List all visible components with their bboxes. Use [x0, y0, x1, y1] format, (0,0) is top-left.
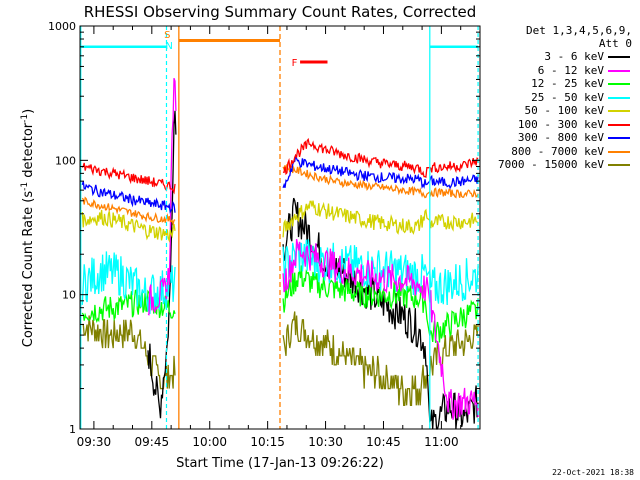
- legend-swatch: [608, 123, 630, 126]
- legend-label: 6 - 12 keV: [537, 63, 604, 77]
- legend-swatch: [608, 56, 630, 58]
- legend-swatch: [608, 69, 630, 72]
- series-line-800-7000-2: [282, 163, 479, 199]
- legend-label: 7000 - 15000 keV: [498, 158, 604, 171]
- legend-item-800-7000: 800 - 7000 keV: [480, 145, 638, 159]
- plot-area: SN F 1 10 100 1000 09:30 09:45 10:00 10:15 10:30 10…: [48, 20, 481, 449]
- legend-swatch: [608, 96, 630, 99]
- y-tick-label: 100: [55, 154, 76, 167]
- series-line-50-100-2: [282, 200, 479, 238]
- series-line-300-800-2: [282, 153, 479, 190]
- legend: Det 1,3,4,5,6,9, Att 0 3 - 6 keV 6 - 12 k…: [480, 24, 638, 172]
- legend-item-100-300: 100 - 300 keV: [480, 118, 638, 132]
- legend-item-3-6: 3 - 6 keV: [480, 50, 638, 64]
- legend-detectors: Det 1,3,4,5,6,9,: [526, 24, 632, 37]
- y-tick-label: 1: [69, 423, 76, 436]
- legend-attenuator: Att 0: [598, 37, 632, 50]
- series-line-12-25-1: [81, 289, 176, 324]
- legend-label: 50 - 100 keV: [524, 104, 604, 117]
- x-axis-label: Start Time (17-Jan-13 09:26:22): [176, 456, 384, 471]
- x-tick-label: 10:15: [250, 435, 285, 449]
- legend-item-12-25: 12 - 25 keV: [480, 77, 638, 91]
- legend-item-25-50: 25 - 50 keV: [480, 91, 638, 105]
- x-tick-label: 09:30: [77, 435, 112, 449]
- series-line-7000-15000-1: [82, 315, 176, 390]
- x-tick-label: 11:00: [424, 435, 459, 449]
- legend-label: 800 - 7000 keV: [511, 144, 604, 158]
- x-tick-label: 10:00: [192, 435, 227, 449]
- legend-item-50-100: 50 - 100 keV: [480, 104, 638, 118]
- f-marker: F: [292, 58, 298, 69]
- legend-swatch: [608, 137, 630, 139]
- y-axis-label: Corrected Count Rate (s-1 detector-1): [20, 109, 36, 347]
- n-marker: N: [165, 41, 172, 52]
- y-tick-label: 10: [62, 289, 76, 302]
- legend-label: 3 - 6 keV: [544, 50, 604, 63]
- x-tick-label: 09:45: [135, 435, 170, 449]
- series-line-100-300-2: [282, 137, 479, 178]
- timestamp: 22-Oct-2021 18:38: [552, 468, 634, 477]
- legend-label: 12 - 25 keV: [531, 77, 604, 90]
- series-line-3-6-1: [147, 110, 177, 419]
- series-line-7000-15000-2: [282, 311, 479, 406]
- x-tick-label: 10:30: [308, 435, 343, 449]
- series-line-25-50-2: [282, 239, 479, 306]
- series-line-800-7000-1: [81, 196, 176, 227]
- series-line-300-800-1: [81, 181, 176, 214]
- plot-frame: [79, 25, 481, 430]
- legend-swatch: [608, 164, 630, 166]
- legend-label: 25 - 50 keV: [531, 90, 604, 104]
- s-marker: S: [164, 30, 170, 41]
- legend-item-7000-15000: 7000 - 15000 keV: [480, 158, 638, 172]
- series-line-6-12-1: [147, 77, 177, 316]
- legend-swatch: [608, 150, 630, 153]
- series-line-100-300-1: [81, 162, 176, 195]
- series-line-25-50-1: [81, 251, 176, 315]
- legend-label: 100 - 300 keV: [517, 117, 604, 131]
- legend-swatch: [608, 110, 630, 112]
- legend-item-300-800: 300 - 800 keV: [480, 131, 638, 145]
- legend-item-6-12: 6 - 12 keV: [480, 64, 638, 78]
- chart-title: RHESSI Observing Summary Count Rates, Co…: [84, 3, 477, 21]
- y-tick-label: 1000: [48, 20, 76, 33]
- x-tick-label: 10:45: [366, 435, 401, 449]
- series-line-50-100-1: [81, 209, 176, 243]
- legend-label: 300 - 800 keV: [517, 131, 604, 144]
- legend-swatch: [608, 83, 630, 85]
- series-line-6-12-2: [282, 238, 479, 420]
